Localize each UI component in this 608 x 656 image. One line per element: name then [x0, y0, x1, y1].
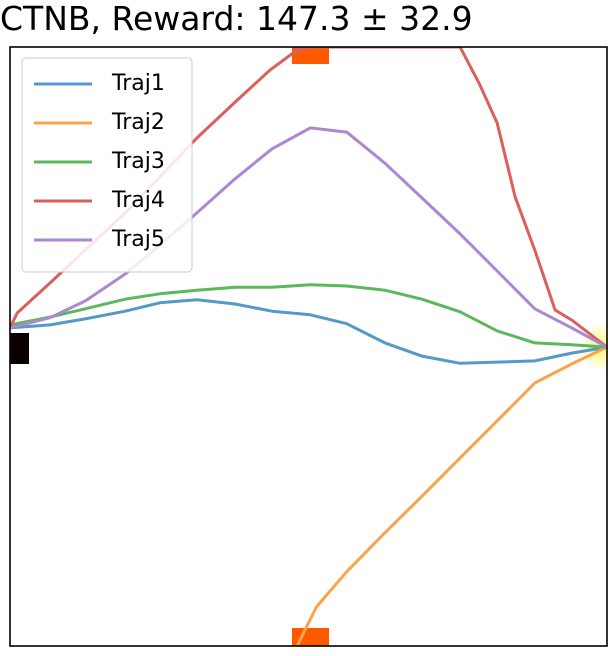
legend-label: Traj3: [111, 149, 165, 174]
legend-label: Traj4: [111, 188, 165, 213]
trajectory-line: [295, 345, 607, 646]
legend-label: Traj5: [111, 227, 165, 252]
start-block: [10, 333, 29, 364]
chart-title: CTNB, Reward: 147.3 ± 32.9: [0, 0, 473, 38]
plot-frame: [9, 46, 608, 647]
trajectory-line: [10, 298, 607, 365]
legend-label: Traj1: [111, 71, 165, 96]
obstacle-bottom: [292, 628, 329, 646]
legend-label: Traj2: [111, 110, 165, 135]
legend: Traj1 Traj2 Traj3 Traj4 Traj5: [21, 57, 193, 273]
trajectory-line: [10, 283, 607, 349]
legend-box: [21, 57, 193, 273]
trajectory-line: [10, 126, 607, 349]
obstacle-top: [292, 47, 329, 64]
